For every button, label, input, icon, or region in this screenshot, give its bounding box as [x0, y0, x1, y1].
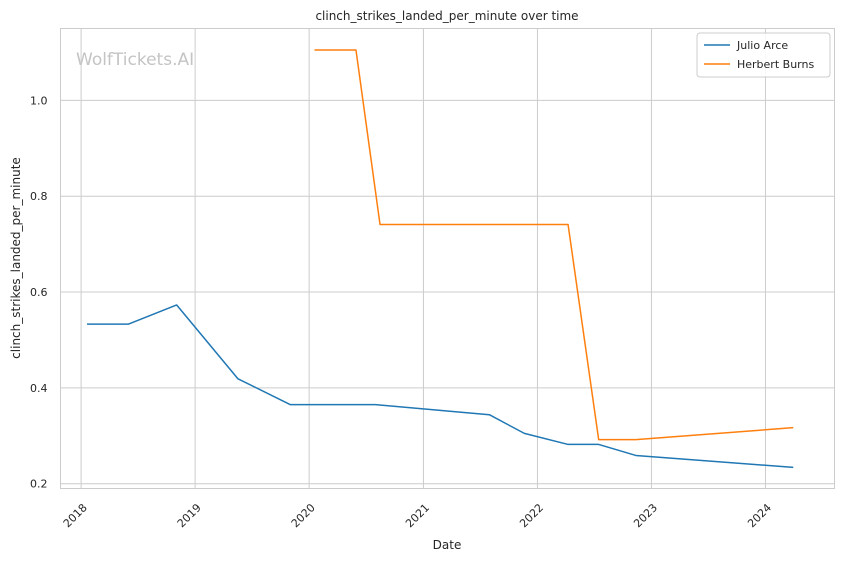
legend: Julio Arce Herbert Burns — [696, 32, 831, 78]
series-line-herbert-burns — [314, 49, 794, 441]
x-tick-label: 2019 — [175, 501, 204, 530]
x-tick-label: 2018 — [61, 501, 90, 530]
watermark: WolfTickets.AI — [76, 50, 194, 70]
x-tick-labels: 2018 2019 2020 2021 2022 2023 2024 — [61, 501, 774, 530]
series-lines — [87, 49, 794, 469]
y-tick-label: 0.2 — [30, 478, 48, 491]
plot-frame — [60, 28, 835, 489]
y-axis-label: clinch_strikes_landed_per_minute — [9, 157, 23, 359]
legend-label-herbert-burns: Herbert Burns — [737, 58, 814, 71]
x-tick-label: 2020 — [289, 501, 318, 530]
series-line-julio-arce — [87, 304, 794, 469]
legend-box — [696, 32, 831, 78]
x-tick-label: 2022 — [517, 501, 546, 530]
y-tick-label: 0.4 — [30, 382, 48, 395]
y-tick-labels: 0.2 0.4 0.6 0.8 1.0 — [30, 94, 48, 490]
y-tick-label: 1.0 — [30, 94, 48, 107]
grid — [60, 28, 835, 489]
y-tick-label: 0.8 — [30, 190, 48, 203]
x-tick-label: 2023 — [631, 501, 660, 530]
y-tick-label: 0.6 — [30, 286, 48, 299]
x-tick-label: 2021 — [403, 501, 432, 530]
chart-title: clinch_strikes_landed_per_minute over ti… — [315, 9, 578, 23]
x-tick-label: 2024 — [745, 501, 774, 530]
legend-label-julio-arce: Julio Arce — [736, 39, 788, 52]
x-axis-label: Date — [433, 538, 462, 552]
